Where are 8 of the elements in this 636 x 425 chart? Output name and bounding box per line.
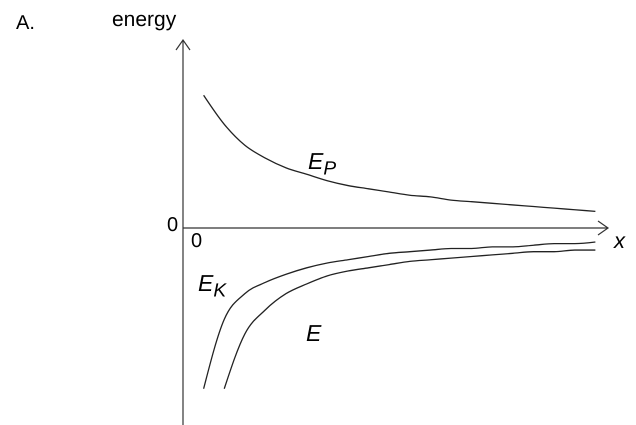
series-label: E$_{K}$ [198,270,226,303]
series-label: E [306,320,322,347]
text: A. [16,12,35,35]
series-label: E$_{P}$ [308,148,336,181]
x-axis-title: x [614,228,625,254]
y-axis-title: energy [112,8,176,32]
annotation: 0 [191,230,202,253]
text: 0 [167,214,178,237]
